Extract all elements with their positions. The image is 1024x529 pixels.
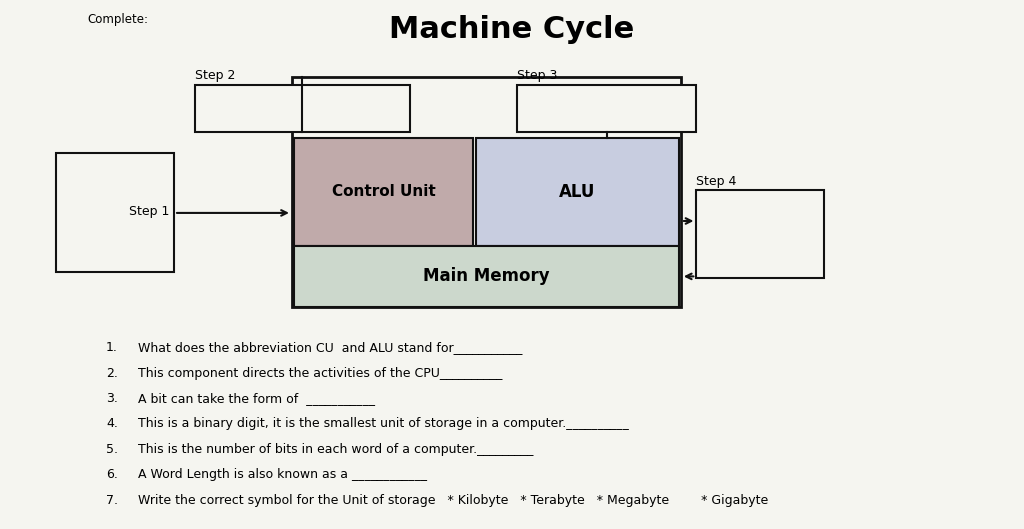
Text: Step 3: Step 3 xyxy=(517,69,557,82)
Bar xyxy=(294,138,473,246)
Text: Step 1: Step 1 xyxy=(129,205,169,218)
Text: Machine Cycle: Machine Cycle xyxy=(389,15,635,43)
Text: This is the number of bits in each word of a computer._________: This is the number of bits in each word … xyxy=(138,443,534,456)
Text: Step 2: Step 2 xyxy=(195,69,234,82)
Text: 6.: 6. xyxy=(105,468,118,481)
Text: Complete:: Complete: xyxy=(87,13,148,26)
Bar xyxy=(292,77,681,307)
Text: Main Memory: Main Memory xyxy=(423,267,550,286)
Text: Write the correct symbol for the Unit of storage   * Kilobyte   * Terabyte   * M: Write the correct symbol for the Unit of… xyxy=(138,494,768,507)
Bar xyxy=(696,190,824,278)
Text: 1.: 1. xyxy=(105,341,118,354)
Text: Control Unit: Control Unit xyxy=(332,184,435,199)
Text: Step 4: Step 4 xyxy=(696,175,736,188)
Text: 3.: 3. xyxy=(105,392,118,405)
Bar xyxy=(195,85,410,132)
Text: 4.: 4. xyxy=(105,417,118,431)
Bar xyxy=(56,153,174,272)
Text: ALU: ALU xyxy=(559,183,596,201)
Bar xyxy=(476,138,679,246)
Text: What does the abbreviation CU  and ALU stand for___________: What does the abbreviation CU and ALU st… xyxy=(138,341,522,354)
Text: A bit can take the form of  ___________: A bit can take the form of ___________ xyxy=(138,392,375,405)
Text: 5.: 5. xyxy=(105,443,118,456)
Text: A Word Length is also known as a ____________: A Word Length is also known as a _______… xyxy=(138,468,427,481)
Text: 7.: 7. xyxy=(105,494,118,507)
Text: This is a binary digit, it is the smallest unit of storage in a computer._______: This is a binary digit, it is the smalle… xyxy=(138,417,629,431)
Text: This component directs the activities of the CPU__________: This component directs the activities of… xyxy=(138,367,503,380)
Bar xyxy=(294,246,679,307)
Text: 2.: 2. xyxy=(105,367,118,380)
Bar xyxy=(517,85,696,132)
